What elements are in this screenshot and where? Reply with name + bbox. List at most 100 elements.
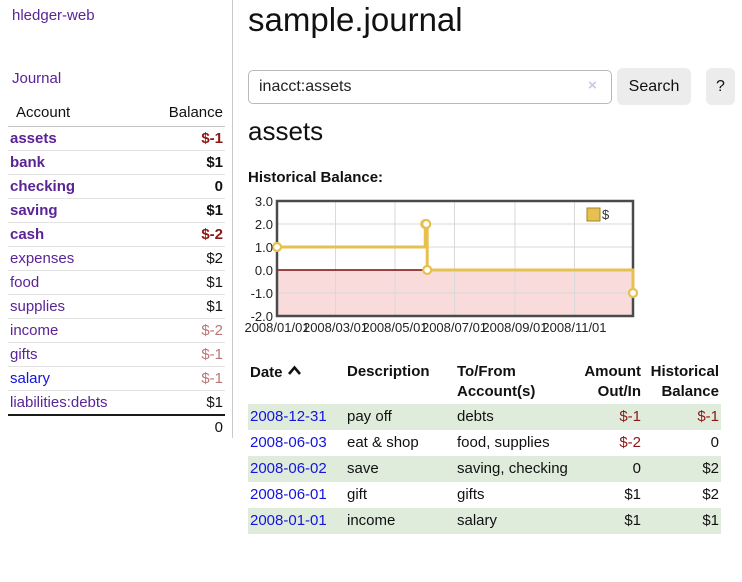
y-axis-tick-label: 2.0 bbox=[254, 217, 273, 232]
transaction-accounts: debts bbox=[457, 408, 494, 425]
transaction-description: pay off bbox=[347, 408, 392, 425]
sidebar-account-link[interactable]: assets bbox=[10, 130, 57, 147]
transaction-date-link[interactable]: 2008-01-01 bbox=[250, 512, 327, 529]
account-title: assets bbox=[248, 116, 324, 146]
accounts-header-row: Account Balance bbox=[8, 100, 225, 127]
accounts-column-header: To/From Account(s) bbox=[457, 363, 536, 400]
clear-search-icon[interactable]: × bbox=[588, 77, 597, 94]
account-balance: $1 bbox=[145, 390, 225, 415]
transaction-accounts: saving, checking bbox=[457, 460, 568, 477]
transaction-description: income bbox=[347, 512, 396, 529]
y-axis-tick-label: -2.0 bbox=[250, 309, 273, 324]
transaction-row: 2008-06-02 save saving, checking 0 $2 bbox=[248, 456, 721, 482]
account-column-header: Account bbox=[8, 100, 146, 127]
svg-text:$: $ bbox=[602, 207, 610, 222]
transaction-balance: $2 bbox=[702, 486, 719, 503]
transaction-amount: $-2 bbox=[619, 434, 641, 451]
transaction-date-link[interactable]: 2008-06-02 bbox=[250, 460, 327, 477]
account-balance: $1 bbox=[145, 150, 225, 175]
account-row: saving $1 bbox=[8, 198, 225, 223]
account-row: expenses $2 bbox=[8, 246, 225, 271]
app-title-link[interactable]: hledger-web bbox=[12, 7, 95, 24]
account-balance: $-2 bbox=[145, 318, 225, 343]
balance-column-header: Historical Balance bbox=[650, 363, 719, 400]
account-balance: $-2 bbox=[145, 222, 225, 247]
sidebar-account-link[interactable]: bank bbox=[10, 154, 46, 171]
account-row: income $-2 bbox=[8, 318, 225, 343]
account-balance: $-1 bbox=[145, 366, 225, 391]
transaction-balance: $-1 bbox=[697, 408, 719, 425]
transaction-accounts: gifts bbox=[457, 486, 485, 503]
chart-heading: Historical Balance: bbox=[248, 169, 384, 186]
sidebar-account-link[interactable]: checking bbox=[10, 178, 76, 195]
description-column-header: Description bbox=[347, 363, 430, 380]
transaction-balance: 0 bbox=[710, 434, 719, 451]
transaction-row: 2008-01-01 income salary $1 $1 bbox=[248, 508, 721, 534]
transaction-date-link[interactable]: 2008-06-01 bbox=[250, 486, 327, 503]
sidebar: hledger-web Journal Account Balance asse… bbox=[0, 0, 233, 439]
sidebar-item-journal[interactable]: Journal bbox=[12, 70, 62, 87]
account-balance: $2 bbox=[145, 246, 225, 271]
y-axis-tick-label: -1.0 bbox=[250, 286, 273, 301]
accounts-table: Account Balance assets $-1 bank $1 checking 0… bbox=[8, 100, 225, 439]
search-button[interactable]: Search bbox=[617, 68, 691, 105]
account-balance: $-1 bbox=[201, 130, 223, 147]
account-balance: $1 bbox=[145, 294, 225, 319]
account-row: gifts $-1 bbox=[8, 342, 225, 367]
x-axis-tick-label: 2008/07/01 bbox=[421, 320, 488, 335]
transaction-amount: $-1 bbox=[619, 408, 641, 425]
account-row: supplies $1 bbox=[8, 294, 225, 319]
account-row: bank $1 bbox=[8, 150, 225, 175]
sidebar-account-link[interactable]: expenses bbox=[10, 250, 75, 267]
sidebar-account-link[interactable]: gifts bbox=[10, 346, 38, 363]
transaction-amount: $1 bbox=[624, 512, 641, 529]
transaction-amount: $1 bbox=[624, 486, 641, 503]
transaction-row: 2008-12-31 pay off debts $-1 $-1 bbox=[248, 404, 721, 430]
sidebar-account-link[interactable]: food bbox=[10, 274, 40, 291]
transaction-row: 2008-06-03 eat & shop food, supplies $-2 0 bbox=[248, 430, 721, 456]
x-axis-tick-label: 2008/09/01 bbox=[482, 320, 548, 335]
sidebar-account-link[interactable]: liabilities:debts bbox=[10, 394, 108, 411]
date-cell: 2008-12-31 bbox=[248, 404, 345, 430]
date-column-header[interactable]: Date bbox=[248, 360, 345, 404]
sidebar-account-link[interactable]: cash bbox=[10, 226, 45, 243]
transaction-balance: $1 bbox=[702, 512, 719, 529]
transaction-description: gift bbox=[347, 486, 368, 503]
sort-ascending-icon bbox=[287, 362, 302, 382]
y-axis-tick-label: 0.0 bbox=[254, 263, 273, 278]
amount-column-header: Amount Out/In bbox=[584, 363, 641, 400]
sidebar-account-link[interactable]: saving bbox=[10, 202, 58, 219]
account-balance: 0 bbox=[145, 174, 225, 199]
register-table: Date Description To/From Account(s) Amou… bbox=[248, 360, 721, 534]
account-balance: $1 bbox=[145, 270, 225, 295]
sidebar-account-link[interactable]: supplies bbox=[10, 298, 66, 315]
y-axis-tick-label: 3.0 bbox=[254, 194, 273, 209]
accounts-total-row: 0 bbox=[8, 414, 225, 439]
date-cell: 2008-06-01 bbox=[248, 482, 345, 508]
chart-plot-area: $ bbox=[271, 199, 639, 318]
main-content: sample.journal × Search ? assets Histori… bbox=[244, 0, 735, 582]
transaction-row: 2008-06-01 gift gifts $1 $2 bbox=[248, 482, 721, 508]
balance-column-header: Balance bbox=[145, 100, 225, 127]
help-button[interactable]: ? bbox=[706, 68, 735, 105]
transaction-balance: $2 bbox=[702, 460, 719, 477]
search-input[interactable] bbox=[248, 70, 612, 104]
account-row: liabilities:debts $1 bbox=[8, 390, 225, 415]
sidebar-account-link[interactable]: income bbox=[10, 322, 59, 339]
transaction-accounts: food, supplies bbox=[457, 434, 550, 451]
account-row: cash $-2 bbox=[8, 222, 225, 247]
account-row: food $1 bbox=[8, 270, 225, 295]
x-axis-tick-label: 2008/05/01 bbox=[362, 320, 428, 335]
transaction-description: eat & shop bbox=[347, 434, 419, 451]
date-cell: 2008-01-01 bbox=[248, 508, 345, 534]
account-row: salary $-1 bbox=[8, 366, 225, 391]
accounts-total: 0 bbox=[145, 414, 225, 439]
transaction-date-link[interactable]: 2008-12-31 bbox=[250, 408, 327, 425]
x-axis-tick-label: 2008/01/01 bbox=[244, 320, 310, 335]
account-balance: $1 bbox=[145, 198, 225, 223]
register-header-row: Date Description To/From Account(s) Amou… bbox=[248, 360, 721, 404]
sidebar-account-link[interactable]: salary bbox=[10, 370, 51, 387]
account-row: checking 0 bbox=[8, 174, 225, 199]
transaction-amount: 0 bbox=[632, 460, 641, 477]
transaction-date-link[interactable]: 2008-06-03 bbox=[250, 434, 327, 451]
